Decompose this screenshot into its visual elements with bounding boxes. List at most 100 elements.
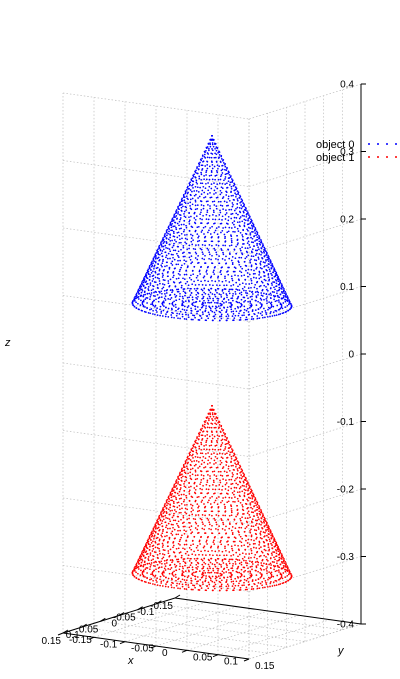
data-point [202,207,205,210]
data-point [167,508,170,511]
data-point [161,250,164,252]
data-point [169,294,171,297]
data-point [211,293,214,295]
data-point [177,524,179,527]
data-point [247,311,250,313]
data-point [210,309,212,312]
data-point [219,209,221,212]
data-point [225,571,228,573]
data-point [240,474,242,476]
data-point [231,277,233,280]
data-point [254,262,257,265]
data-point [252,276,255,279]
data-point [178,213,181,216]
data-point [194,176,197,178]
data-point [174,555,177,557]
data-point [193,211,196,214]
data-point [248,514,251,516]
data-point [220,573,223,576]
data-point [228,558,231,561]
data-point [241,584,244,587]
data-point [177,211,180,213]
data-point [260,546,262,548]
data-point [193,464,196,467]
data-point [243,531,246,533]
data-point [241,522,243,524]
data-point [211,142,214,144]
data-point [269,292,272,295]
data-point [269,531,272,534]
data-point [241,505,244,508]
data-point [193,460,196,462]
data-point [173,570,175,573]
data-point [214,426,217,429]
data-point [233,249,236,251]
data-point [190,312,193,314]
data-point [268,563,270,566]
data-point [174,519,177,522]
data-point [154,257,157,260]
data-point [165,512,168,515]
data-point [153,265,155,268]
data-point [190,503,192,506]
data-point [218,214,221,216]
data-point [230,457,233,460]
data-point [265,250,267,253]
data-point [286,570,289,572]
data-point [253,225,255,228]
data-point [226,566,228,569]
data-point [236,473,239,475]
data-point [227,518,229,521]
data-point [232,310,235,313]
data-point [219,175,222,178]
data-point [182,516,185,519]
data-point [147,268,150,271]
data-point [283,289,285,292]
data-point [278,571,280,573]
data-point [230,509,233,512]
data-point [240,579,242,582]
data-point [182,547,184,550]
data-point [205,269,208,272]
data-point [247,268,250,271]
data-point [205,441,207,444]
data-point [206,273,208,275]
data-point [206,517,209,520]
data-point [241,220,244,223]
data-point [243,215,245,217]
data-point [261,245,264,247]
data-point [257,582,260,584]
data-point [268,257,271,260]
data-point [224,162,227,165]
data-point [203,299,205,302]
data-point [152,558,154,561]
data-point [273,267,276,270]
data-point [271,554,273,556]
data-point [161,572,164,575]
data-point [228,266,230,269]
x-tick-label: 0 [111,619,117,630]
data-point [201,499,204,502]
data-point [208,435,211,438]
data-point [177,542,180,545]
data-point [158,244,161,247]
data-point [194,455,197,458]
data-point [238,589,241,591]
data-point [248,217,251,219]
data-point [235,310,238,313]
data-point [258,541,261,544]
data-point [278,283,281,286]
data-point [176,312,178,315]
data-point [202,253,204,255]
data-point [266,296,268,298]
data-point [166,527,169,530]
data-point [260,253,262,256]
data-point [256,501,259,504]
data-point [174,296,177,298]
data-point [170,229,172,232]
data-point [261,551,264,554]
data-point [188,184,191,187]
data-point [188,547,191,549]
data-point [220,222,223,225]
data-point [225,190,227,193]
